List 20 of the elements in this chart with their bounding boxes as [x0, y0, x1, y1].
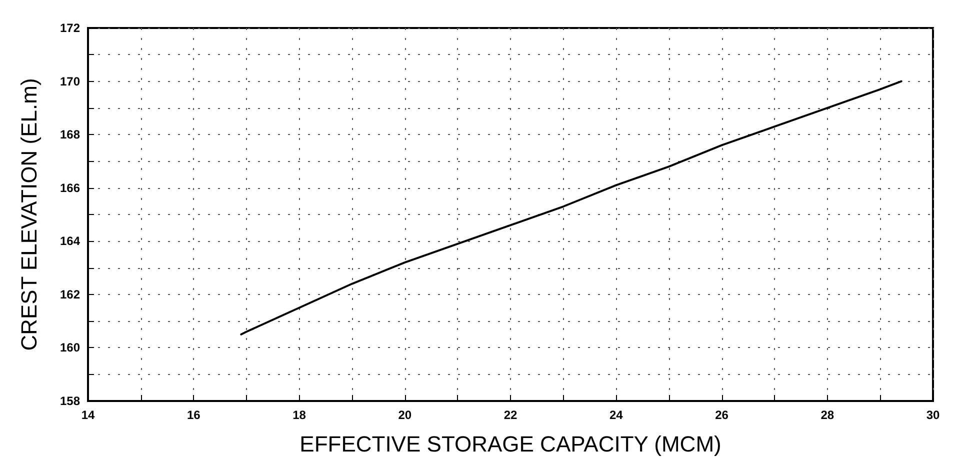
y-tick-label: 170	[60, 74, 80, 88]
y-tick-label: 160	[60, 340, 80, 355]
x-tick-label: 14	[81, 408, 95, 422]
y-axis-title: CREST ELEVATION (EL.m)	[16, 78, 42, 351]
x-tick-label: 18	[292, 408, 306, 422]
x-tick-label: 28	[820, 408, 834, 422]
x-tick-label: 20	[398, 408, 412, 422]
x-tick-label: 30	[926, 408, 940, 422]
y-tick-label: 162	[60, 287, 80, 302]
y-tick-label: 158	[60, 394, 80, 408]
line-series	[240, 80, 902, 336]
x-tick-label: 22	[504, 408, 518, 422]
x-tick-label: 16	[186, 408, 201, 422]
x-tick-label: 24	[609, 408, 624, 422]
x-tick-label: 26	[715, 408, 729, 422]
x-axis-title: EFFECTIVE STORAGE CAPACITY (MCM)	[300, 432, 722, 456]
y-tick-label: 164	[60, 234, 80, 248]
y-tick-label: 166	[60, 180, 80, 195]
y-tick-label: 168	[60, 128, 80, 142]
y-tick-label: 172	[60, 21, 80, 35]
